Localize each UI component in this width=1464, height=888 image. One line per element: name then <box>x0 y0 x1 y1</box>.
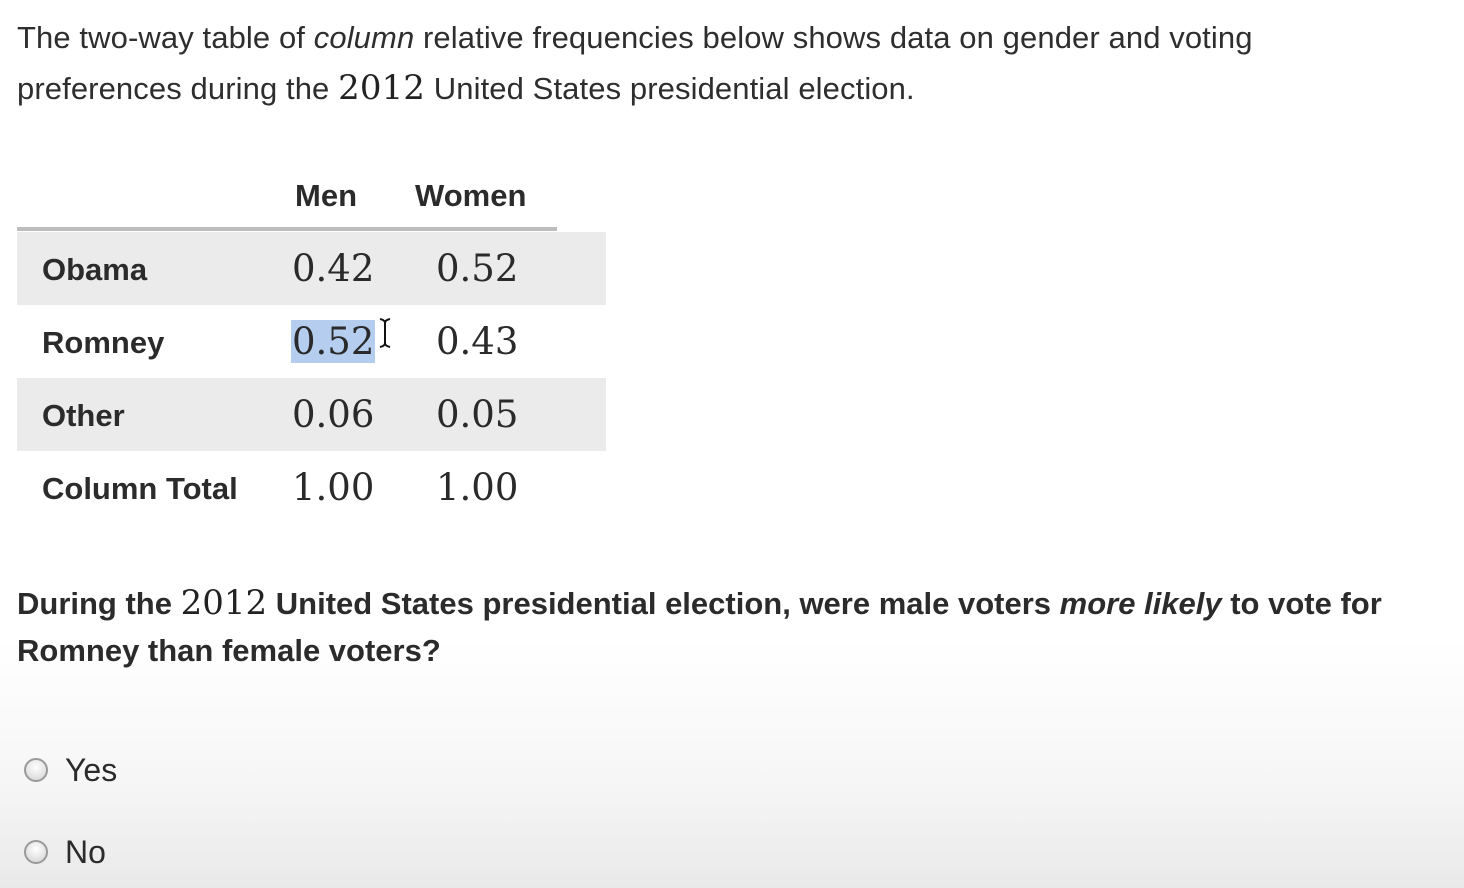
intro-emphasis: column <box>313 20 415 55</box>
row-label: Column Total <box>42 471 238 506</box>
question-text-2: United States presidential election, wer… <box>267 586 1060 621</box>
cell-men: 0.42 <box>292 247 375 290</box>
option-yes[interactable]: Yes <box>24 750 117 790</box>
question-emphasis: more likely <box>1059 586 1222 621</box>
intro-year: 2012 <box>338 68 426 108</box>
radio-no[interactable] <box>24 840 48 864</box>
header-divider <box>17 227 557 231</box>
cell-men: 1.00 <box>292 466 375 509</box>
cell-men[interactable]: 0.52 <box>291 305 376 378</box>
text-cursor-icon <box>379 318 391 348</box>
option-label[interactable]: Yes <box>65 751 118 788</box>
row-label: Romney <box>42 325 165 360</box>
cell-men: 0.06 <box>292 393 375 436</box>
column-header-women: Women <box>415 178 527 213</box>
cell-women: 0.43 <box>436 320 519 363</box>
question-text-3: to vote for Romney than female voters? <box>17 586 1382 668</box>
table-row-obama: Obama 0.42 0.52 <box>17 232 606 305</box>
question-year: 2012 <box>180 583 268 623</box>
column-header-men: Men <box>295 178 357 213</box>
intro-text-1: The two-way table of <box>17 20 314 55</box>
table-row-column-total: Column Total 1.00 1.00 <box>17 451 606 524</box>
cell-women: 0.52 <box>436 247 519 290</box>
cell-women: 0.05 <box>436 393 519 436</box>
problem-intro: The two-way table of column relative fre… <box>17 12 1417 114</box>
intro-text-3: United States presidential election. <box>425 71 915 106</box>
row-label: Obama <box>42 252 148 287</box>
row-label: Other <box>42 398 125 433</box>
table-row-romney: Romney 0.52 0.43 <box>17 305 606 378</box>
question-prompt: During the 2012 United States presidenti… <box>17 580 1447 674</box>
intro-text-2: relative frequencies below shows data on… <box>17 20 1253 106</box>
table-row-other: Other 0.06 0.05 <box>17 378 606 451</box>
radio-yes[interactable] <box>24 758 48 782</box>
selected-text[interactable]: 0.52 <box>291 320 376 363</box>
option-no[interactable]: No <box>24 832 106 872</box>
question-text-1: During the <box>17 586 181 621</box>
cell-women: 1.00 <box>436 466 519 509</box>
option-label[interactable]: No <box>65 833 106 870</box>
